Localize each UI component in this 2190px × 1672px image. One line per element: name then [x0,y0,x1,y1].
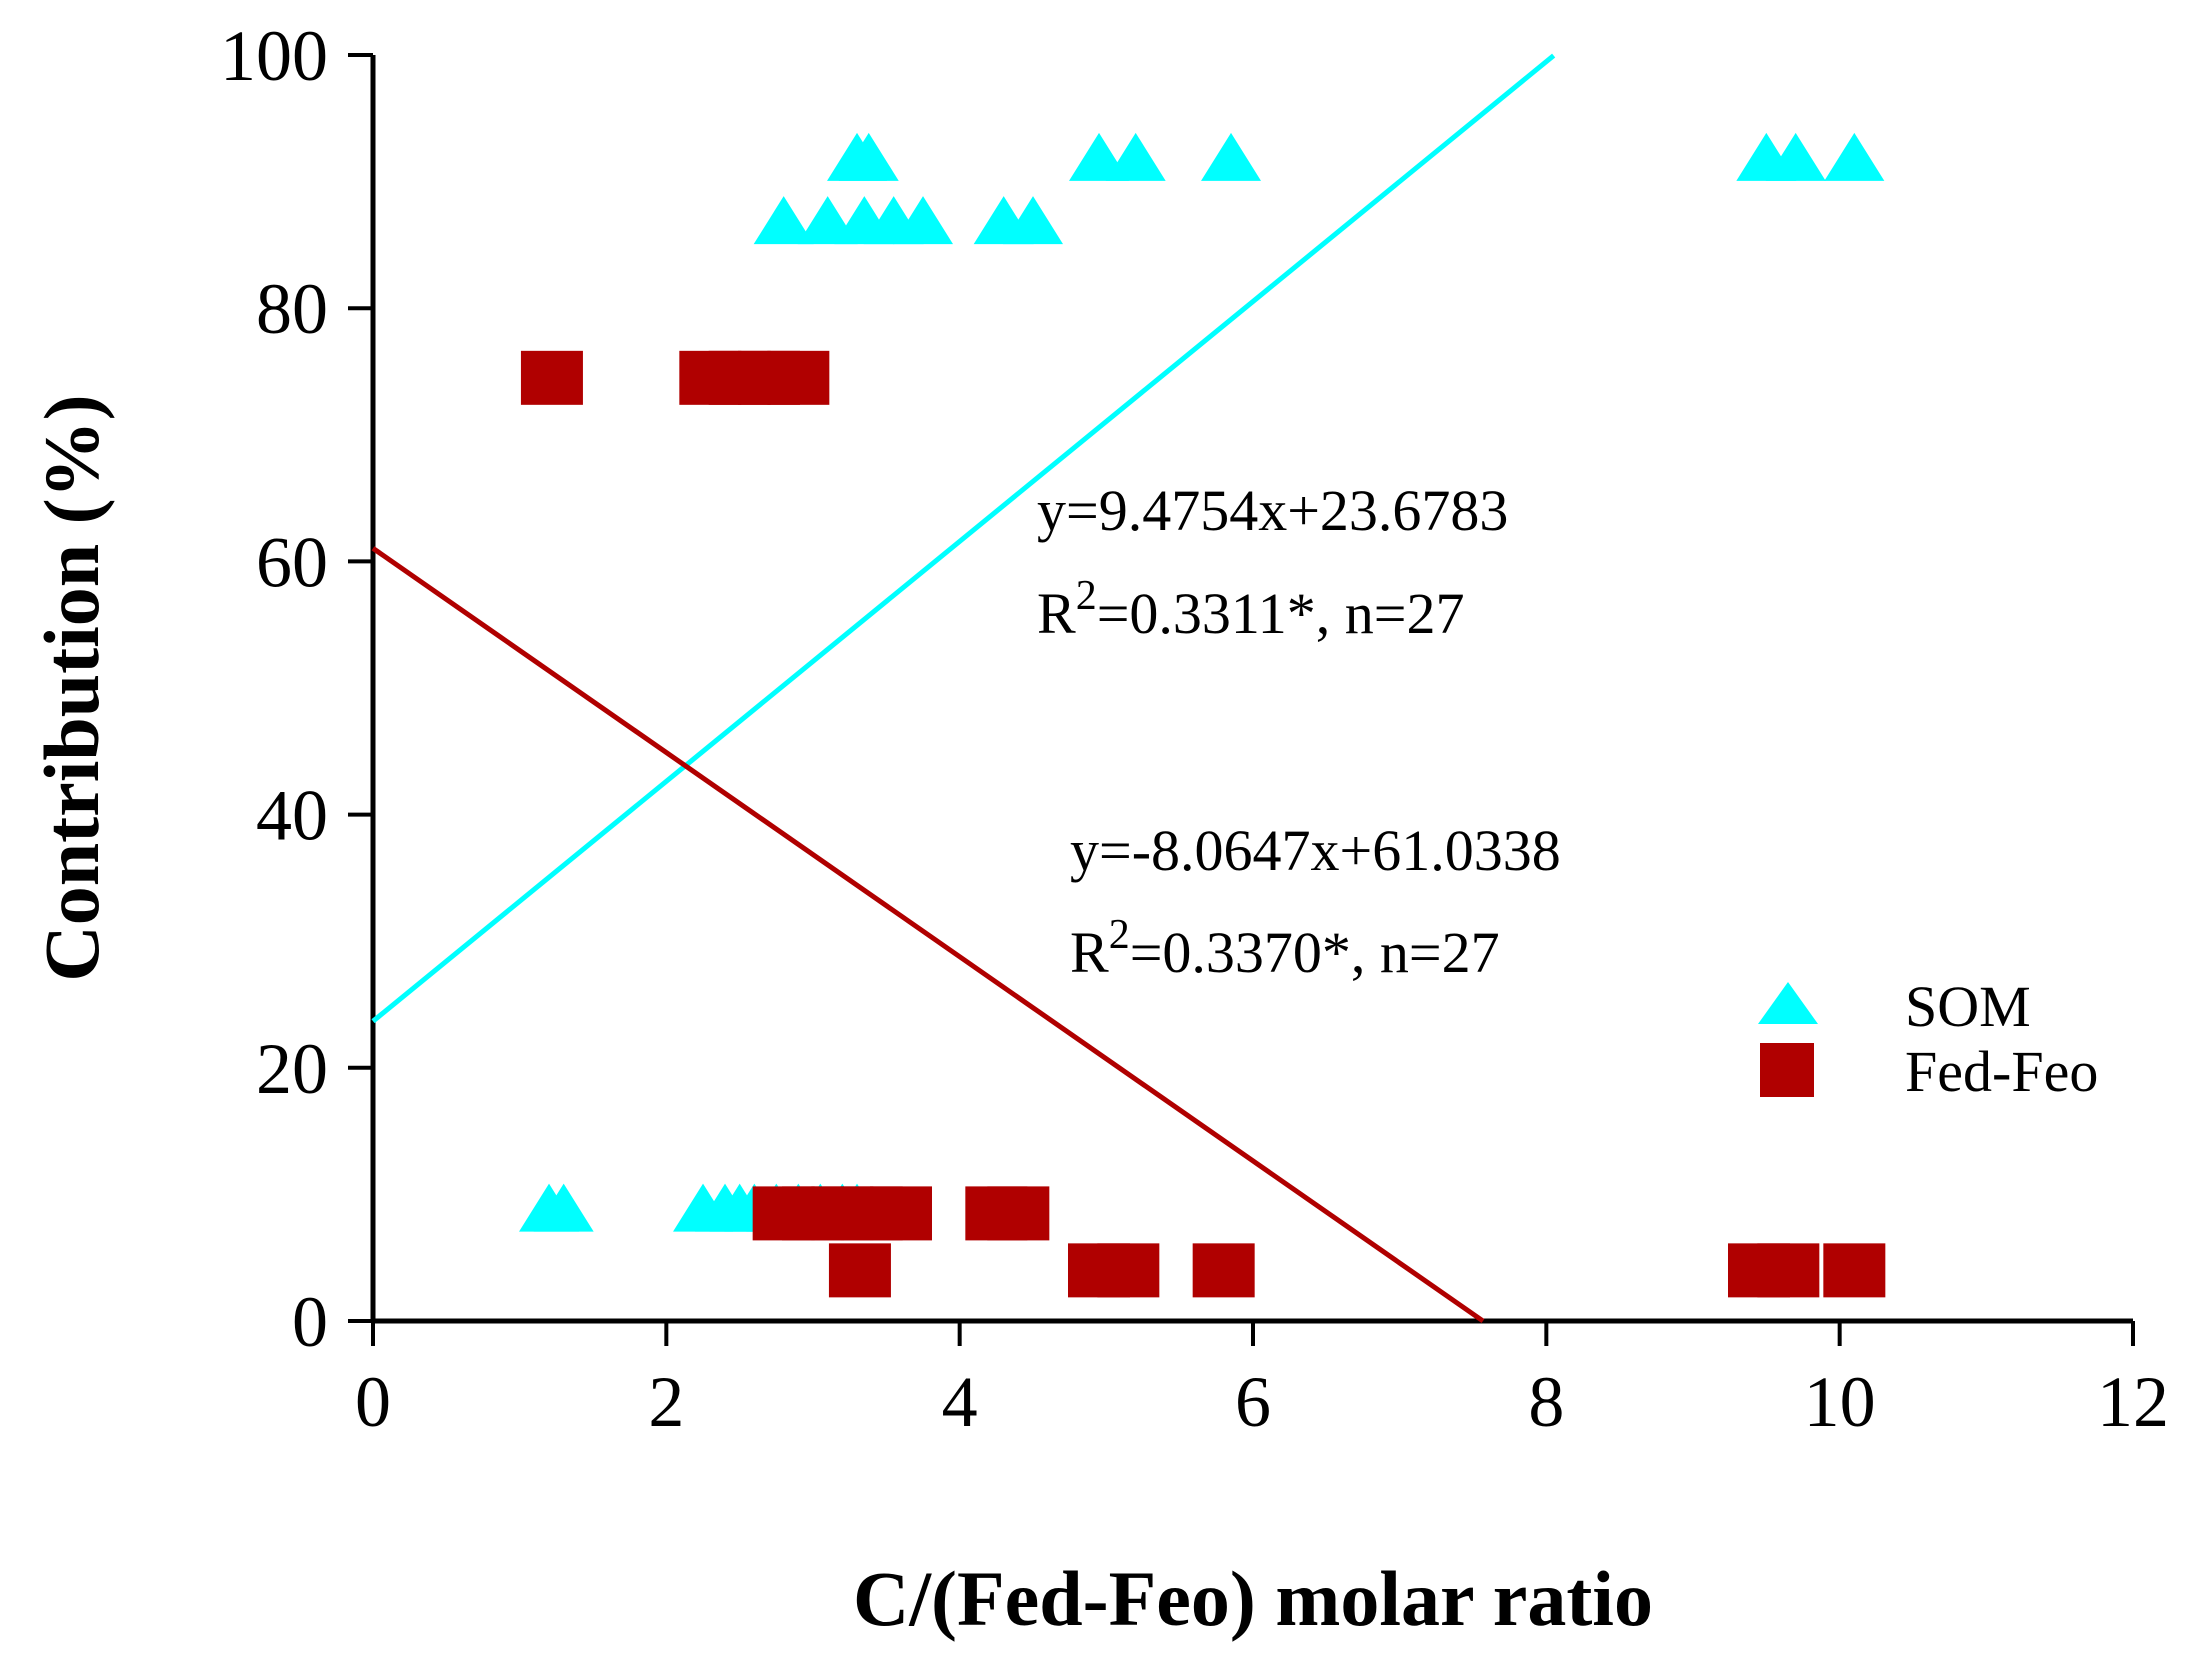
x-tick-label: 8 [1528,1362,1564,1442]
fed-feo-point [1097,1243,1160,1298]
y-tick-label: 100 [220,16,328,96]
fed-feo-point [1757,1243,1820,1298]
legend: SOM Fed-Feo [1758,974,2098,1104]
fed-feo-point [987,1186,1050,1241]
fed-feo-point [870,1186,932,1241]
y-axis-title: Contribution (%) [28,394,115,981]
som-r2-prefix: R [1037,581,1076,646]
som-equation: y=9.4754x+23.6783 [1037,478,1508,543]
legend-fed-feo-marker [1760,1043,1814,1097]
fed-feo-r2: R2=0.3370*, n=27 [1070,912,1500,985]
y-tick-label: 60 [256,522,328,602]
som-point [838,132,899,181]
fed-feo-point [767,350,830,405]
som-point [1003,196,1063,245]
x-tick-label: 2 [648,1362,684,1442]
x-tick-label: 6 [1235,1362,1271,1442]
fed-feo-point [1192,1243,1255,1298]
fed-feo-r2-prefix: R [1070,920,1109,985]
som-point [1824,132,1885,181]
fit-lines [371,53,1556,1324]
data-markers [519,132,1886,1298]
som-point [1201,132,1261,181]
som-point [893,196,953,245]
y-tick-label: 0 [292,1282,328,1362]
som-r2: R2=0.3311*, n=27 [1037,573,1464,646]
som-r2-sup: 2 [1076,573,1097,619]
fed-feo-r2-rest: =0.3370*, n=27 [1130,920,1500,985]
som-r2-rest: =0.3311*, n=27 [1097,581,1465,646]
fed-feo-equation: y=-8.0647x+61.0338 [1070,818,1561,883]
som-point [1765,132,1826,181]
fed-feo-r2-sup: 2 [1109,912,1130,958]
legend-fed-feo-label: Fed-Feo [1905,1039,2098,1104]
x-tick-label: 12 [2097,1362,2169,1442]
x-tick-label: 4 [942,1362,978,1442]
y-tick-label: 40 [256,776,328,856]
y-tick-label: 80 [256,269,328,349]
fed-feo-point [828,1243,891,1298]
som-fit-line [371,53,1556,1024]
y-tick-label: 20 [256,1029,328,1109]
som-point [1105,132,1166,181]
axis-ticks: 0 2 4 6 8 10 12 0 20 40 60 80 100 [220,16,2169,1442]
fed-feo-point [1823,1243,1886,1298]
x-tick-label: 10 [1804,1362,1876,1442]
som-point [533,1183,594,1232]
som-point [753,196,814,245]
x-tick-label: 0 [355,1362,391,1442]
legend-som-marker [1758,982,1818,1024]
fed-feo-point [520,350,583,405]
fed-feo-fit-line [371,546,1485,1324]
x-axis-title: C/(Fed-Feo) molar ratio [853,1555,1653,1642]
legend-som-label: SOM [1905,974,2031,1039]
